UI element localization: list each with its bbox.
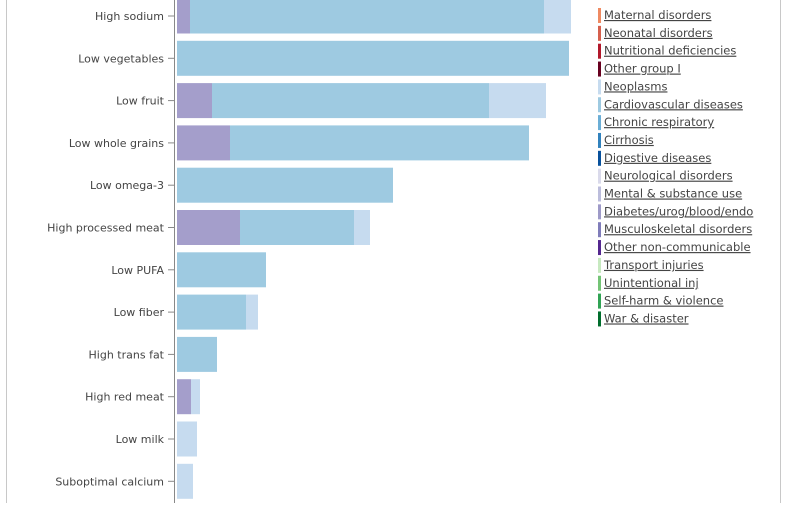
legend-swatch (598, 204, 601, 220)
y-tick-label: Low milk (116, 433, 165, 446)
legend-swatch (598, 222, 601, 238)
legend-item[interactable]: Neoplasms (604, 79, 667, 93)
bar-segment-low-fiber-1[interactable] (177, 294, 246, 330)
y-tick-label: Low fruit (116, 95, 165, 108)
bar-group (177, 0, 571, 499)
bar-segment-low-fruit-1[interactable] (212, 83, 489, 119)
legend-item[interactable]: Diabetes/urog/blood/endo (604, 204, 753, 218)
legend-item[interactable]: Neonatal disorders (604, 26, 713, 40)
bar-segment-high-red-meat-2[interactable] (191, 379, 200, 415)
y-tick-label: Low PUFA (111, 264, 164, 277)
legend-item[interactable]: Nutritional deficiencies (604, 44, 736, 58)
legend: Maternal disorders Neonatal disorders Nutr… (598, 8, 753, 327)
bar-segment-high-sodium-2[interactable] (544, 0, 571, 34)
y-tick-label: Low omega-3 (90, 179, 164, 192)
bar-segment-low-fruit-0[interactable] (177, 83, 212, 119)
bar-segment-high-processed-meat-1[interactable] (240, 210, 354, 245)
y-tick-label: Low fiber (114, 306, 165, 319)
y-tick-label: Low whole grains (69, 137, 164, 150)
legend-swatch (598, 168, 601, 184)
bar-segment-high-processed-meat-0[interactable] (177, 210, 240, 245)
legend-item[interactable]: Other group I (604, 62, 681, 76)
legend-swatch (598, 97, 601, 113)
legend-item[interactable]: Other non-communicable (604, 240, 751, 254)
bar-segment-high-red-meat-0[interactable] (177, 379, 191, 415)
legend-item[interactable]: Mental & substance use (604, 187, 742, 201)
legend-item[interactable]: Digestive diseases (604, 151, 711, 165)
y-tick-label: High red meat (85, 391, 165, 404)
bar-segment-high-sodium-1[interactable] (190, 0, 544, 34)
bar-segment-low-fiber-2[interactable] (246, 294, 258, 330)
legend-item[interactable]: Neurological disorders (604, 169, 733, 183)
legend-item[interactable]: War & disaster (604, 311, 689, 325)
legend-item[interactable]: Chronic respiratory (604, 115, 714, 129)
bar-segment-low-fruit-2[interactable] (489, 83, 546, 119)
bar-segment-high-trans-fat-1[interactable] (177, 336, 217, 372)
bar-segment-low-milk-2[interactable] (177, 421, 197, 457)
legend-swatch (598, 61, 601, 77)
bar-segment-high-sodium-0[interactable] (177, 0, 190, 34)
legend-swatch (598, 8, 601, 23)
legend-swatch (598, 43, 601, 59)
legend-swatch (598, 79, 601, 95)
bar-segment-low-vegetables-1[interactable] (177, 40, 569, 76)
legend-swatch (598, 311, 601, 327)
bar-segment-low-whole-grains-1[interactable] (230, 125, 529, 161)
legend-swatch (598, 257, 601, 273)
legend-item[interactable]: Unintentional inj (604, 276, 699, 290)
legend-swatch (598, 150, 601, 166)
legend-swatch (598, 293, 601, 309)
legend-item[interactable]: Cardiovascular diseases (604, 97, 743, 111)
bar-segment-high-processed-meat-2[interactable] (354, 210, 370, 245)
y-tick-label: Suboptimal calcium (55, 475, 164, 488)
legend-item[interactable]: Cirrhosis (604, 133, 654, 147)
bar-segment-low-omega-3-1[interactable] (177, 167, 393, 203)
legend-swatch (598, 240, 601, 256)
y-axis-labels: High sodium Low vegetables Low fruit Low wh… (47, 10, 174, 488)
legend-swatch (598, 275, 601, 291)
bar-segment-low-whole-grains-0[interactable] (177, 125, 230, 161)
legend-item[interactable]: Maternal disorders (604, 8, 711, 22)
legend-swatch (598, 132, 601, 148)
legend-item[interactable]: Self-harm & violence (604, 294, 723, 308)
legend-item[interactable]: Transport injuries (603, 258, 704, 272)
legend-item[interactable]: Musculoskeletal disorders (604, 222, 752, 236)
legend-swatch (598, 115, 601, 131)
legend-swatch (598, 186, 601, 202)
bar-segment-suboptimal-calcium-2[interactable] (177, 463, 193, 499)
y-tick-label: High trans fat (89, 348, 165, 361)
y-tick-label: High processed meat (47, 222, 165, 235)
y-tick-label: High sodium (95, 10, 164, 23)
y-tick-label: Low vegetables (78, 52, 164, 65)
bar-segment-low-pufa-1[interactable] (177, 252, 266, 288)
legend-swatch (598, 25, 601, 41)
